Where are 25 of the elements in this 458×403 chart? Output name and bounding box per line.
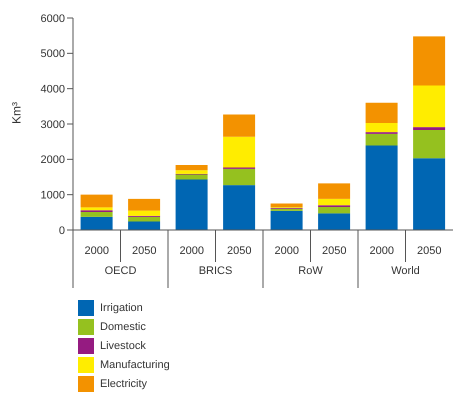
x-tick-label: 2000 <box>274 245 299 257</box>
x-tick-label: 2050 <box>132 245 156 257</box>
text: BRICS <box>198 265 232 277</box>
text: OECD <box>104 265 136 277</box>
legend-label: Manufacturing <box>100 358 170 370</box>
y-tick-label: 5000 <box>40 48 65 60</box>
x-tick-label: 2000 <box>180 245 204 257</box>
y-tick-label: 3000 <box>40 118 65 131</box>
y-axis-title: Km³ <box>9 102 24 124</box>
x-tick-label: 2000 <box>84 245 109 257</box>
x-tick-label: 2050 <box>322 245 346 257</box>
x-tick-label: 2050 <box>417 245 442 257</box>
legend-label: Domestic <box>100 320 146 332</box>
y-tick-label: 6000 <box>40 12 65 25</box>
legend-label: Livestock <box>100 340 146 352</box>
text: World <box>391 265 420 277</box>
y-tick-label: 2000 <box>40 154 65 166</box>
text: RoW <box>298 265 324 277</box>
legend-label: Electricity <box>100 378 148 390</box>
y-tick-label: 1000 <box>40 190 65 202</box>
legend-label: Irrigation <box>100 302 143 314</box>
x-tick-label: 2050 <box>227 245 252 257</box>
x-tick-label: 2000 <box>370 245 394 257</box>
y-tick-label: 4000 <box>40 84 65 96</box>
y-tick-label: 0 <box>58 224 65 237</box>
